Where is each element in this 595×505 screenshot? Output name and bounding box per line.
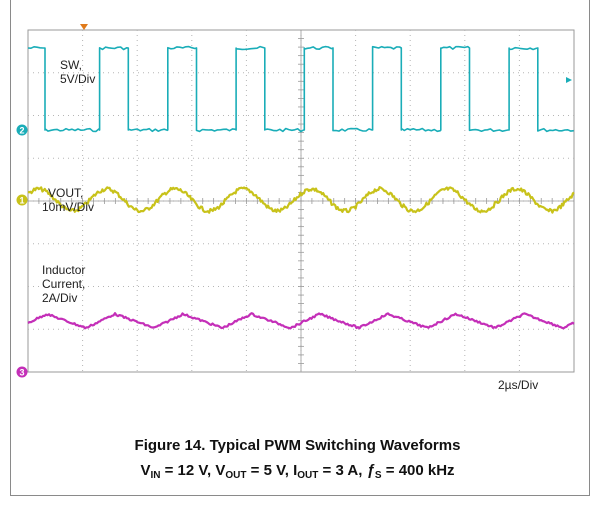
channel-label-inductor-current: 2A/Div [42, 291, 77, 305]
channel-label-vout: 10mV/Div [42, 200, 94, 214]
channel-labels: SW,5V/Div VOUT,10mV/Div InductorCurrent,2A… [42, 58, 95, 305]
channel-label-sw: SW, [60, 58, 82, 72]
channel-marker-1 [16, 194, 28, 206]
channel-label-inductor-current: Inductor [42, 263, 85, 277]
channel-marker-2 [16, 124, 28, 136]
figure-caption-conditions: VIN = 12 V, VOUT = 5 V, IOUT = 3 A, ƒS =… [0, 462, 595, 481]
channel-label-sw: 5V/Div [60, 72, 95, 86]
condition-iout: IOUT = 3 A, [293, 462, 367, 481]
figure-caption-title: Figure 14. Typical PWM Switching Wavefor… [134, 437, 461, 454]
figure-frame [10, 0, 590, 496]
channel-marker-number: 2 [19, 126, 24, 136]
trigger-marker [80, 24, 88, 30]
channel-marker-number: 1 [19, 196, 24, 206]
reference-arrow-icon [566, 77, 572, 83]
condition-vin: VIN = 12 V, [140, 462, 216, 481]
channel-marker-3 [16, 366, 28, 378]
condition-ƒs: ƒS = 400 kHz [366, 462, 455, 481]
oscilloscope-plot: SW,5V/Div VOUT,10mV/Div InductorCurrent,2A… [16, 24, 575, 392]
channel-markers: 2 1 3 [16, 77, 572, 378]
series-line-sw [27, 45, 574, 133]
series-line-inductor-current [27, 312, 575, 330]
waveforms [27, 45, 575, 330]
channel-label-vout: VOUT, [48, 186, 83, 200]
channel-label-inductor-current: Current, [42, 277, 85, 291]
series-line-vout [27, 186, 575, 214]
channel-marker-number: 3 [19, 368, 24, 378]
condition-vout: VOUT = 5 V, [215, 462, 294, 481]
x-axis-label: 2µs/Div [498, 378, 538, 392]
